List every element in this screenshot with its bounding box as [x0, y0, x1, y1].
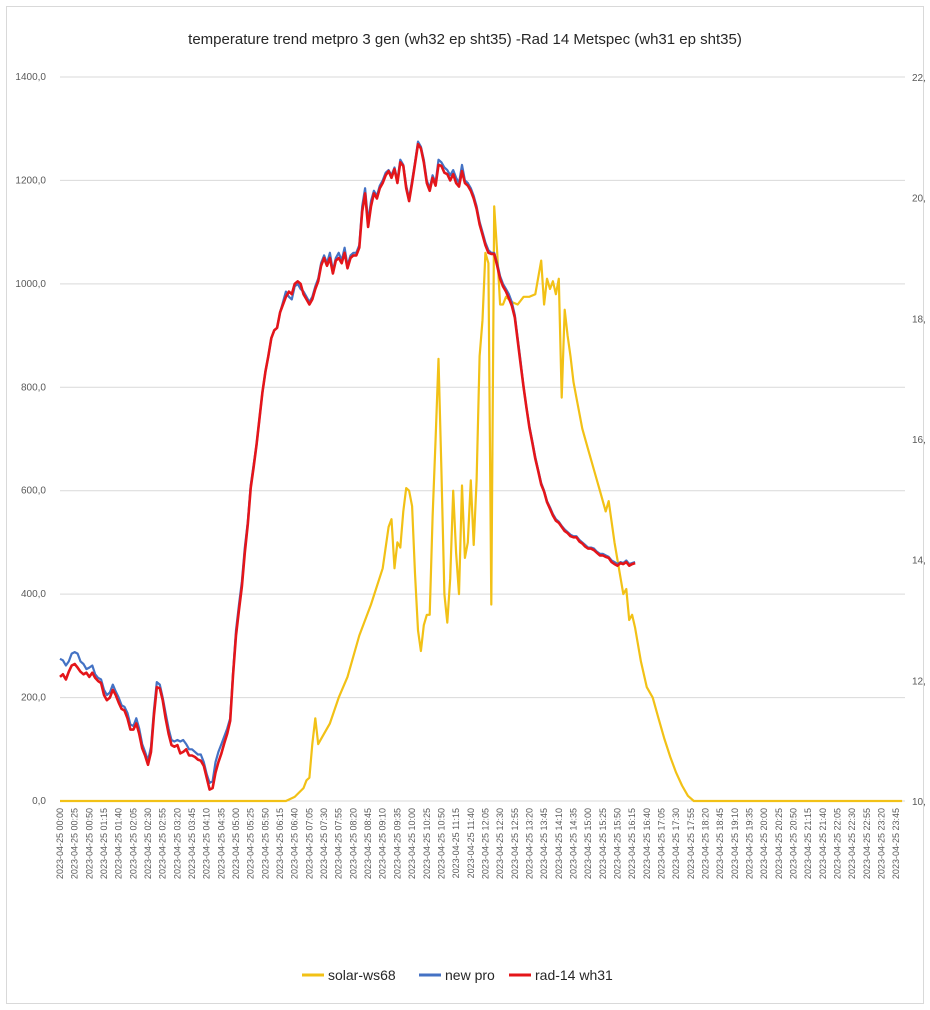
- y2-tick-label: 18,: [912, 314, 926, 325]
- y-axis-left: 0,0 200,0 400,0 600,0 800,0 1000,0 1200,0 1400,…: [15, 72, 46, 807]
- x-tick-label: 2023-04-25 19:10: [730, 808, 740, 879]
- x-tick-label: 2023-04-25 23:45: [891, 808, 901, 879]
- y2-tick-label: 10,: [912, 797, 926, 808]
- x-tick-label: 2023-04-25 00:00: [55, 808, 65, 879]
- y-tick-label: 200,0: [21, 693, 46, 704]
- x-tick-label: 2023-04-25 07:55: [334, 808, 344, 879]
- x-tick-label: 2023-04-25 05:25: [246, 808, 256, 879]
- x-tick-label: 2023-04-25 13:20: [524, 808, 534, 879]
- x-tick-label: 2023-04-25 10:50: [436, 808, 446, 879]
- x-tick-label: 2023-04-25 06:40: [290, 808, 300, 879]
- x-tick-label: 2023-04-25 11:15: [451, 808, 461, 878]
- x-tick-label: 2023-04-25 15:25: [598, 808, 608, 879]
- x-tick-label: 2023-04-25 17:05: [656, 808, 666, 879]
- y2-tick-label: 12,: [912, 676, 926, 687]
- x-tick-label: 2023-04-25 05:00: [231, 808, 241, 879]
- x-tick-label: 2023-04-25 12:05: [480, 808, 490, 879]
- x-tick-label: 2023-04-25 20:00: [759, 808, 769, 879]
- chart-title: temperature trend metpro 3 gen (wh32 ep …: [188, 31, 742, 48]
- x-tick-label: 2023-04-25 23:20: [877, 808, 887, 879]
- x-tick-label: 2023-04-25 17:55: [686, 808, 696, 879]
- series-line-solar-ws68: [60, 205, 903, 803]
- x-tick-label: 2023-04-25 22:05: [833, 808, 843, 879]
- x-tick-label: 2023-04-25 12:30: [495, 808, 505, 879]
- x-tick-label: 2023-04-25 07:05: [304, 808, 314, 879]
- x-tick-label: 2023-04-25 22:30: [847, 808, 857, 879]
- y-tick-label: 400,0: [21, 589, 46, 600]
- y2-tick-label: 16,: [912, 435, 926, 446]
- x-tick-label: 2023-04-25 14:35: [568, 808, 578, 879]
- x-tick-label: 2023-04-25 21:15: [803, 808, 813, 879]
- x-tick-label: 2023-04-25 03:20: [172, 808, 182, 879]
- x-tick-label: 2023-04-25 02:05: [128, 808, 138, 879]
- x-tick-label: 2023-04-25 02:30: [143, 808, 153, 879]
- x-tick-label: 2023-04-25 01:15: [99, 808, 109, 879]
- x-tick-label: 2023-04-25 00:50: [84, 808, 94, 879]
- x-tick-label: 2023-04-25 12:55: [510, 808, 520, 879]
- x-axis: 2023-04-25 00:00 2023-04-25 00:25 2023-04-…: [55, 808, 901, 879]
- y2-tick-label: 20,: [912, 194, 926, 205]
- y-tick-label: 800,0: [21, 382, 46, 393]
- x-tick-label: 2023-04-25 00:25: [70, 808, 80, 879]
- x-tick-label: 2023-04-25 20:25: [774, 808, 784, 879]
- x-tick-label: 2023-04-25 07:30: [319, 808, 329, 879]
- y-tick-label: 1400,0: [15, 72, 46, 83]
- x-tick-label: 2023-04-25 15:00: [583, 808, 593, 879]
- x-tick-label: 2023-04-25 03:45: [187, 808, 197, 879]
- x-tick-label: 2023-04-25 16:40: [642, 808, 652, 879]
- x-tick-label: 2023-04-25 14:10: [554, 808, 564, 879]
- x-tick-label: 2023-04-25 15:50: [612, 808, 622, 879]
- legend: solar-ws68 new pro rad-14 wh31: [302, 967, 613, 983]
- x-tick-label: 2023-04-25 08:45: [363, 808, 373, 879]
- y-tick-label: 0,0: [32, 796, 46, 807]
- legend-label: new pro: [445, 967, 495, 983]
- x-tick-label: 2023-04-25 11:40: [466, 808, 476, 878]
- y2-tick-label: 22,: [912, 73, 926, 84]
- x-tick-label: 2023-04-25 05:50: [260, 808, 270, 879]
- gridlines: [60, 76, 905, 802]
- series-lines: [59, 140, 903, 803]
- x-tick-label: 2023-04-25 13:45: [539, 808, 549, 879]
- x-tick-label: 2023-04-25 02:55: [158, 808, 168, 879]
- x-tick-label: 2023-04-25 20:50: [789, 808, 799, 879]
- legend-label: solar-ws68: [328, 967, 396, 983]
- chart-frame: [6, 6, 924, 1004]
- x-tick-label: 2023-04-25 17:30: [671, 808, 681, 879]
- x-tick-label: 2023-04-25 09:35: [392, 808, 402, 879]
- y-tick-label: 1200,0: [15, 175, 46, 186]
- x-tick-label: 2023-04-25 08:20: [348, 808, 358, 879]
- x-tick-label: 2023-04-25 06:15: [275, 808, 285, 879]
- x-tick-label: 2023-04-25 22:55: [862, 808, 872, 879]
- x-tick-label: 2023-04-25 10:25: [422, 808, 432, 879]
- x-tick-label: 2023-04-25 01:40: [114, 808, 124, 879]
- x-tick-label: 2023-04-25 21:40: [818, 808, 828, 879]
- series-line-new-pro: [59, 140, 636, 784]
- x-tick-label: 2023-04-25 16:15: [627, 808, 637, 879]
- y-tick-label: 600,0: [21, 486, 46, 497]
- x-tick-label: 2023-04-25 04:10: [202, 808, 212, 879]
- x-tick-label: 2023-04-25 10:00: [407, 808, 417, 879]
- legend-label: rad-14 wh31: [535, 967, 613, 983]
- x-tick-label: 2023-04-25 19:35: [744, 808, 754, 879]
- y-tick-label: 1000,0: [15, 279, 46, 290]
- y-axis-right: 10, 12, 14, 16, 18, 20, 22,: [912, 73, 926, 808]
- x-tick-label: 2023-04-25 04:35: [216, 808, 226, 879]
- x-tick-label: 2023-04-25 18:45: [715, 808, 725, 879]
- x-tick-label: 2023-04-25 18:20: [700, 808, 710, 879]
- x-tick-label: 2023-04-25 09:10: [378, 808, 388, 879]
- y2-tick-label: 14,: [912, 556, 926, 567]
- series-line-rad-14-wh31: [59, 142, 636, 791]
